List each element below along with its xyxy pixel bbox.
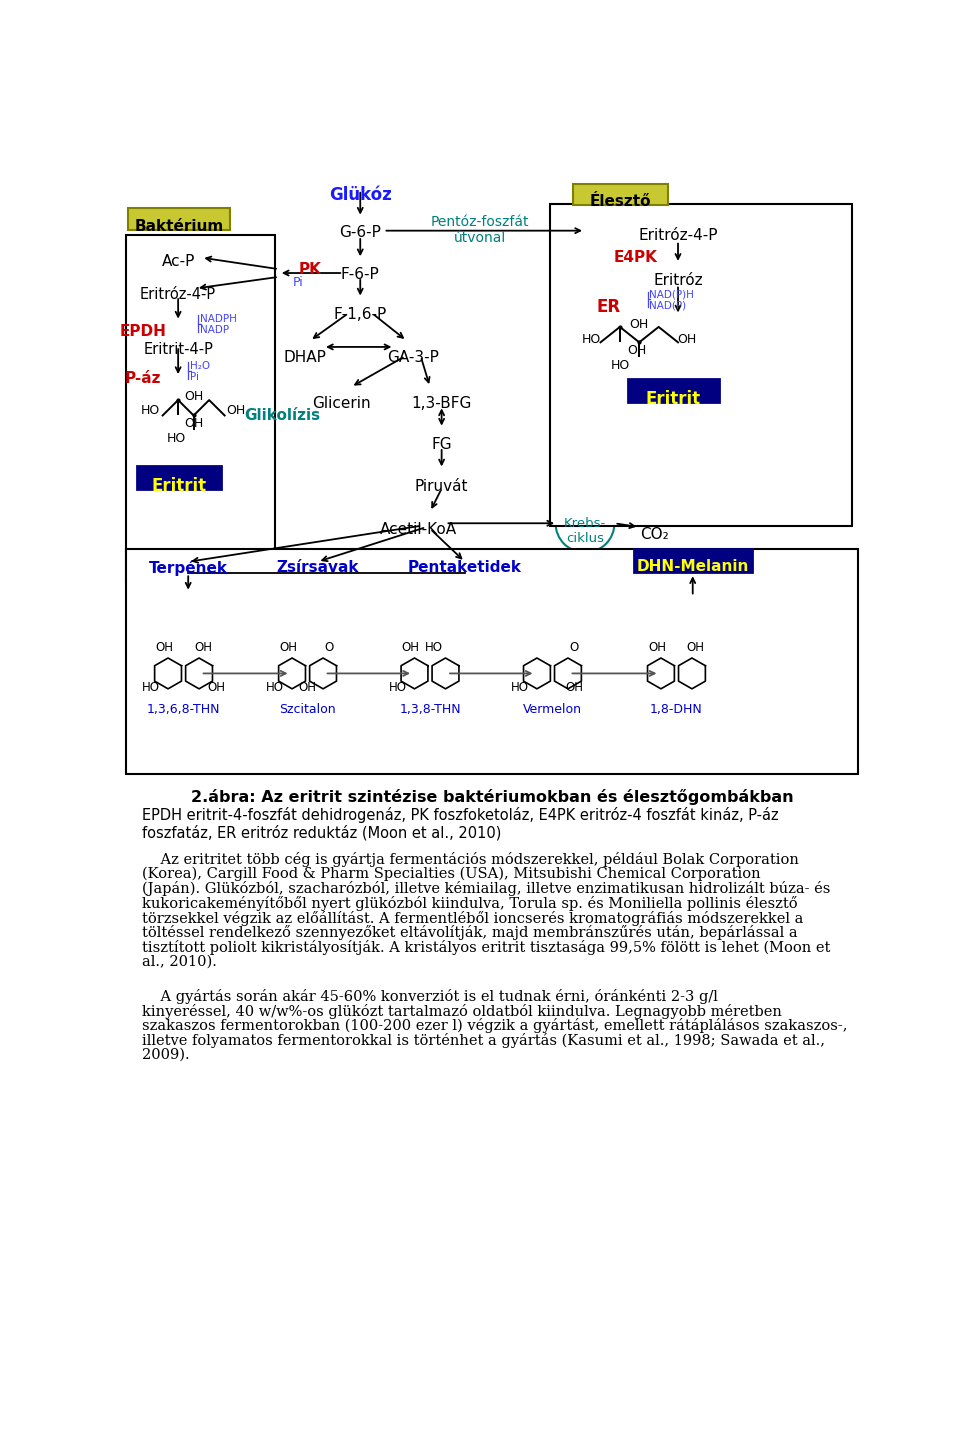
Text: kinyeréssel, 40 w/w%-os glükózt tartalmazó oldatból kiindulva. Legnagyobb méretb: kinyeréssel, 40 w/w%-os glükózt tartalma… [142, 1004, 781, 1019]
Text: F-6-P: F-6-P [341, 267, 379, 282]
Text: OH: OH [227, 403, 246, 416]
Text: EPDH eritrit-4-foszfát dehidrogenáz, PK foszfoketoláz, E4PK eritróz-4 foszfát ki: EPDH eritrit-4-foszfát dehidrogenáz, PK … [142, 807, 779, 840]
Bar [573, 183, 668, 205]
Text: EPDH: EPDH [120, 324, 167, 339]
Text: 2.ábra: Az eritrit szintézise baktériumokban és élesztőgombákban: 2.ábra: Az eritrit szintézise baktériumo… [191, 788, 793, 806]
Text: 2009).: 2009). [142, 1048, 189, 1062]
Text: tisztított poliolt kikristályosítják. A kristályos eritrit tisztasága 99,5% fölö: tisztított poliolt kikristályosítják. A … [142, 940, 830, 955]
Text: Glicerin: Glicerin [312, 396, 371, 411]
Text: Szcitalon: Szcitalon [279, 703, 336, 716]
Text: FG: FG [431, 437, 452, 452]
Text: Krebs-
ciklus: Krebs- ciklus [564, 517, 606, 545]
Text: NAD(P): NAD(P) [649, 301, 686, 311]
Bar [550, 203, 852, 526]
Text: (Japán). Glükózból, szacharózból, illetve kémiailag, illetve enzimatikusan hidro: (Japán). Glükózból, szacharózból, illetv… [142, 882, 830, 896]
Text: Élesztő: Élesztő [589, 195, 652, 209]
Text: NADPH: NADPH [200, 314, 237, 324]
Bar [128, 209, 230, 231]
Text: NADP: NADP [200, 324, 228, 334]
Text: HO: HO [425, 641, 443, 654]
Text: DHN-Melanin: DHN-Melanin [636, 559, 749, 575]
Text: Glükóz: Glükóz [329, 186, 392, 205]
Text: OH: OH [678, 333, 697, 346]
Text: OH: OH [184, 391, 204, 403]
Text: OH: OH [648, 641, 666, 654]
Text: PK: PK [299, 262, 322, 277]
Text: 1,3,6,8-THN: 1,3,6,8-THN [147, 703, 220, 716]
Text: Eritróz-4-P: Eritróz-4-P [140, 287, 216, 301]
Text: Eritrit: Eritrit [152, 477, 206, 496]
Text: OH: OH [207, 682, 225, 695]
Text: OH: OH [686, 641, 705, 654]
Text: HO: HO [389, 682, 406, 695]
Text: Baktérium: Baktérium [134, 219, 224, 233]
Text: OH: OH [279, 641, 298, 654]
Bar [628, 379, 719, 402]
Text: Eritrit: Eritrit [646, 391, 701, 408]
Text: Eritrit-4-P: Eritrit-4-P [143, 343, 213, 357]
Text: töltéssel rendelkező szennyezőket eltávolítják, majd membránszűrés után, bepárlá: töltéssel rendelkező szennyezőket eltávo… [142, 925, 798, 940]
Text: O: O [324, 641, 334, 654]
Text: Pi: Pi [190, 372, 199, 382]
Text: A gyártás során akár 45-60% konverziót is el tudnak érni, óránkénti 2-3 g/l: A gyártás során akár 45-60% konverziót i… [142, 989, 717, 1004]
Text: OH: OH [630, 317, 649, 330]
Text: 1,3-BFG: 1,3-BFG [412, 396, 471, 411]
Text: kukoricakeményítőből nyert glükózból kiindulva, Torula sp. és Moniliella pollini: kukoricakeményítőből nyert glükózból kii… [142, 896, 798, 911]
Bar [634, 549, 753, 572]
Text: Eritróz-4-P: Eritróz-4-P [638, 228, 718, 244]
Text: 1,3,8-THN: 1,3,8-THN [399, 703, 461, 716]
Text: Pi: Pi [293, 277, 303, 290]
Text: Az eritritet több cég is gyártja fermentációs módszerekkel, például Bolak Corpor: Az eritritet több cég is gyártja ferment… [142, 852, 799, 867]
Text: GA-3-P: GA-3-P [387, 350, 439, 365]
Text: HO: HO [511, 682, 529, 695]
Text: illetve folyamatos fermentorokkal is történhet a gyártás (Kasumi et al., 1998; S: illetve folyamatos fermentorokkal is tör… [142, 1033, 825, 1048]
Text: HO: HO [266, 682, 284, 695]
Text: OH: OH [628, 344, 647, 357]
Text: Eritróz: Eritróz [653, 272, 703, 288]
Text: Piruvát: Piruvát [415, 478, 468, 494]
Text: törzsekkel végzik az előállítást. A fermentléből ioncserés kromatográfiás módsze: törzsekkel végzik az előállítást. A ferm… [142, 911, 804, 925]
Text: Terpének: Terpének [149, 561, 228, 576]
Text: OH: OH [156, 641, 173, 654]
Text: OH: OH [299, 682, 317, 695]
Bar [126, 549, 858, 774]
Text: Zsírsavak: Zsírsavak [276, 561, 359, 575]
Text: HO: HO [582, 333, 601, 346]
Text: szakaszos fermentorokban (100-200 ezer l) végzik a gyártást, emellett rátáplálás: szakaszos fermentorokban (100-200 ezer l… [142, 1019, 848, 1033]
Text: Pentaketidek: Pentaketidek [408, 561, 522, 575]
Text: HO: HO [142, 682, 160, 695]
Text: Ac-P: Ac-P [161, 254, 195, 269]
Text: Vermelon: Vermelon [523, 703, 582, 716]
Text: O: O [569, 641, 579, 654]
Text: ER: ER [596, 298, 620, 317]
Text: DHAP: DHAP [283, 350, 325, 365]
Text: HO: HO [167, 432, 186, 445]
Text: al., 2010).: al., 2010). [142, 954, 217, 968]
Bar [137, 465, 221, 488]
Text: F-1,6-P: F-1,6-P [334, 307, 387, 321]
Text: NAD(P)H: NAD(P)H [649, 290, 694, 300]
Text: H₂O: H₂O [190, 360, 210, 370]
Text: CO₂: CO₂ [640, 527, 669, 542]
Text: E4PK: E4PK [613, 249, 658, 265]
Text: Pentóz-foszfát
útvonal: Pentóz-foszfát útvonal [431, 215, 530, 245]
Text: Glikolízis: Glikolízis [245, 408, 321, 422]
Text: OH: OH [401, 641, 420, 654]
Text: Acetil-KoA: Acetil-KoA [380, 522, 457, 536]
Text: HO: HO [611, 359, 630, 372]
Text: G-6-P: G-6-P [339, 225, 381, 241]
Bar [126, 235, 275, 581]
Text: OH: OH [194, 641, 212, 654]
Text: (Korea), Cargill Food & Pharm Specialties (USA), Mitsubishi Chemical Corporation: (Korea), Cargill Food & Pharm Specialtie… [142, 866, 760, 880]
Text: HO: HO [140, 403, 160, 416]
Text: P-áz: P-áz [125, 370, 161, 386]
Text: 1,8-DHN: 1,8-DHN [650, 703, 703, 716]
Text: OH: OH [184, 416, 204, 429]
Text: OH: OH [565, 682, 583, 695]
